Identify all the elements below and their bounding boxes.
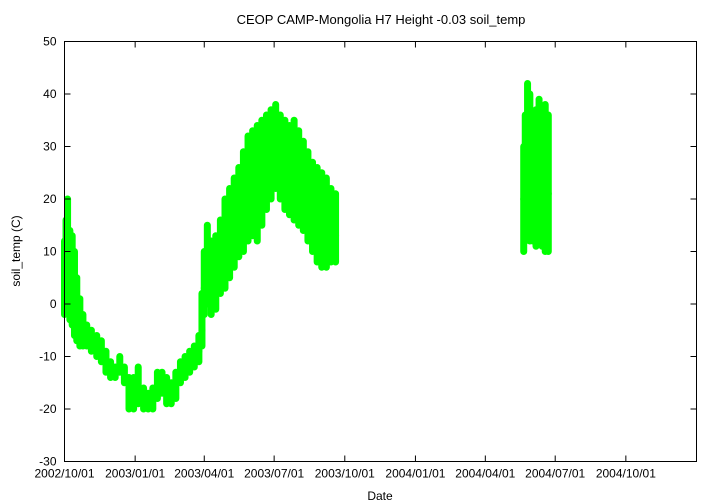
- data-points: [61, 80, 552, 413]
- y-tick-label: -30: [39, 455, 57, 469]
- data-point: [134, 363, 142, 408]
- y-tick-label: -10: [39, 350, 57, 364]
- data-point: [332, 190, 340, 266]
- data-point: [87, 326, 95, 355]
- y-tick-label: 10: [43, 245, 57, 259]
- y-axis: -30 -20 -10 0 10 20 30 40 50: [39, 35, 697, 469]
- x-tick-label: 2003/07/01: [244, 467, 304, 481]
- x-tick-label: 2003/04/01: [174, 467, 234, 481]
- x-tick-label: 2003/10/01: [315, 467, 375, 481]
- y-tick-label: 20: [43, 192, 57, 206]
- x-axis-label: Date: [367, 489, 393, 503]
- x-axis: 2002/10/01 2003/01/01 2003/04/01 2003/07/01…: [34, 41, 656, 481]
- y-axis-label: soil_temp (C): [9, 215, 23, 286]
- data-point: [544, 111, 552, 255]
- y-tick-label: 0: [50, 297, 57, 311]
- chart-title: CEOP CAMP-Mongolia H7 Height -0.03 soil_…: [237, 12, 526, 27]
- y-tick-label: 50: [43, 35, 57, 49]
- y-tick-label: 40: [43, 87, 57, 101]
- x-tick-label: 2004/04/01: [455, 467, 515, 481]
- y-tick-label: -20: [39, 402, 57, 416]
- y-tick-label: 30: [43, 140, 57, 154]
- x-tick-label: 2004/01/01: [385, 467, 445, 481]
- x-tick-label: 2002/10/01: [34, 467, 94, 481]
- x-tick-label: 2004/07/01: [525, 467, 585, 481]
- x-tick-label: 2003/01/01: [105, 467, 165, 481]
- x-tick-label: 2004/10/01: [596, 467, 656, 481]
